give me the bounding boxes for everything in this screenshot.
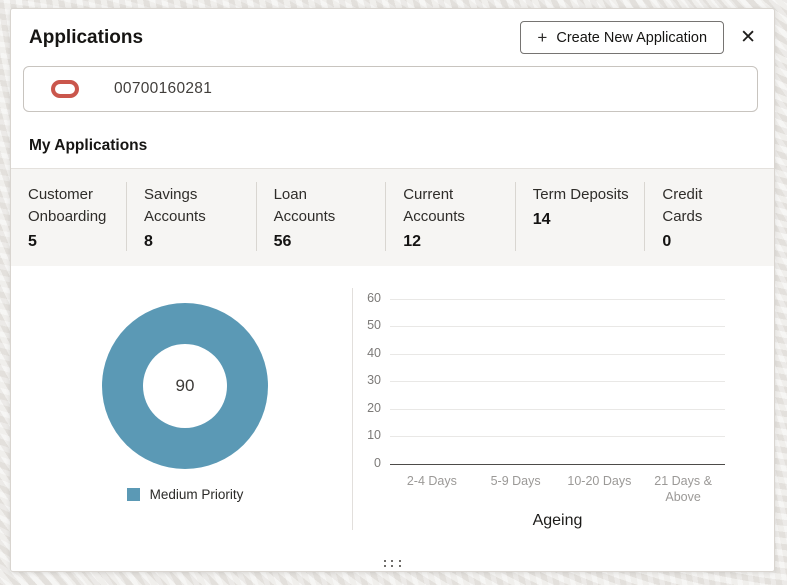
stat-value: 56: [273, 232, 292, 250]
stat-label: Savings Accounts: [144, 186, 206, 225]
x-tick-label: 10-20 Days: [567, 473, 632, 488]
section-title-my-applications: My Applications: [29, 137, 148, 154]
x-tick-label: 5-9 Days: [490, 473, 541, 488]
plus-icon: +: [537, 28, 548, 47]
stat-term-deposits[interactable]: Term Deposits 14: [514, 182, 645, 251]
bar-plot: [390, 298, 725, 465]
stats-row: Customer Onboarding 5 Savings Accounts 8…: [11, 168, 774, 266]
close-icon[interactable]: ✕: [736, 26, 760, 49]
ageing-bar-chart[interactable]: 0 10 20 30 40 50 60 2-4 Days 5-9 Days 10-20 Days…: [351, 291, 731, 544]
donut-center-value: 90: [175, 375, 195, 395]
x-axis-line: [390, 463, 725, 465]
stat-current-accounts[interactable]: Current Accounts 12: [385, 182, 515, 251]
donut-legend: Medium Priority: [72, 487, 298, 502]
y-tick-label: 50: [367, 318, 381, 332]
y-tick-label: 0: [374, 455, 381, 470]
create-button-label: Create New Application: [556, 29, 708, 46]
stat-credit-cards[interactable]: Credit Cards 0: [644, 182, 774, 251]
stat-label: Credit Cards: [662, 186, 703, 225]
stat-value: 8: [144, 232, 153, 250]
y-tick-label: 60: [367, 290, 381, 305]
y-tick-label: 10: [367, 428, 381, 442]
gridline: [390, 381, 725, 382]
application-number-field[interactable]: 00700160281: [23, 66, 758, 112]
gridline: [390, 436, 725, 437]
panel-header: Applications + Create New Application ✕: [11, 9, 774, 62]
legend-label: Medium Priority: [149, 486, 244, 502]
gridline: [390, 353, 725, 355]
application-number-value: 00700160281: [114, 80, 213, 97]
gridline: [390, 326, 725, 327]
stat-label: Loan Accounts: [273, 186, 336, 225]
priority-donut-chart[interactable]: 90: [102, 302, 268, 469]
stat-customer-onboarding[interactable]: Customer Onboarding 5: [11, 182, 126, 251]
header-actions: + Create New Application ✕: [520, 21, 760, 54]
y-tick-label: 40: [367, 345, 381, 360]
stat-value: 12: [403, 232, 421, 250]
legend-swatch-medium-priority: [126, 487, 140, 501]
gridline: [390, 298, 725, 300]
applications-panel: Applications + Create New Application ✕ …: [10, 8, 775, 572]
x-tick-label: 2-4 Days: [406, 473, 457, 488]
x-axis-title: Ageing: [532, 511, 583, 529]
stat-value: 0: [662, 232, 672, 250]
resize-handle[interactable]: [384, 559, 402, 567]
vertical-divider: [352, 287, 353, 530]
create-new-application-button[interactable]: + Create New Application: [520, 21, 725, 54]
bar-y-axis: 0 10 20 30 40 50 60: [351, 291, 381, 470]
y-tick-label: 20: [367, 400, 381, 415]
stat-value: 14: [532, 210, 551, 228]
stat-label: Customer Onboarding: [28, 186, 107, 225]
y-tick-label: 30: [367, 373, 381, 387]
donut-hole: 90: [143, 343, 227, 428]
page-title: Applications: [29, 26, 144, 48]
charts-area: 90 Medium Priority 0 10 20 30 40 50 60 2-4 Day…: [11, 266, 774, 544]
stat-savings-accounts[interactable]: Savings Accounts 8: [126, 182, 256, 251]
oracle-ring-icon: [51, 80, 79, 98]
stat-label: Term Deposits: [532, 186, 629, 203]
stat-label: Current Accounts: [403, 186, 465, 225]
bar-x-axis-labels: 2-4 Days 5-9 Days 10-20 Days 21 Days & Abov…: [390, 473, 725, 507]
x-tick-label: 21 Days & Above: [654, 473, 712, 505]
stat-loan-accounts[interactable]: Loan Accounts 56: [255, 182, 386, 251]
gridline: [390, 408, 725, 410]
stat-value: 5: [28, 232, 37, 250]
